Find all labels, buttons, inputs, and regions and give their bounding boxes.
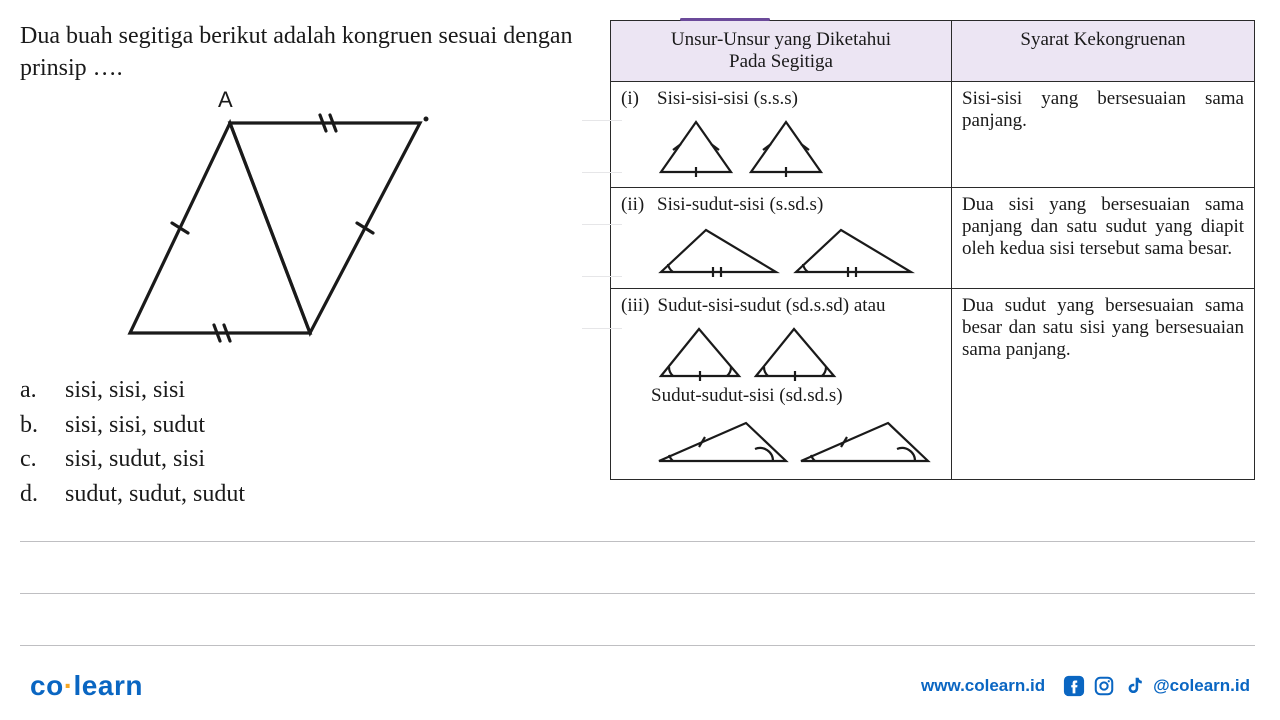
logo-dot-icon: · xyxy=(64,670,74,701)
row-num: (ii) xyxy=(621,194,649,216)
vertex-label-a: A xyxy=(218,87,233,113)
table-row: (ii) Sisi-sudut-sisi (s.sd.s) xyxy=(611,188,1255,289)
faint-rule xyxy=(582,172,622,173)
instagram-icon[interactable] xyxy=(1093,675,1115,697)
cell-description: Dua sudut yang bersesuaian sama besar da… xyxy=(952,289,1255,480)
option-a[interactable]: a. sisi, sisi, sisi xyxy=(20,373,580,408)
option-b[interactable]: b. sisi, sisi, sudut xyxy=(20,408,580,443)
question-column: Dua buah segitiga berikut adalah kongrue… xyxy=(20,20,580,512)
header-text: Unsur-Unsur yang Diketahui xyxy=(671,29,891,50)
footer-bar: co·learn www.colearn.id @colearn.id xyxy=(0,670,1280,702)
triangle-diagram: A xyxy=(110,93,580,363)
option-letter: b. xyxy=(20,408,65,443)
rule-line xyxy=(20,490,1255,542)
row-num: (i) xyxy=(621,88,649,110)
option-text: sisi, sisi, sudut xyxy=(65,408,205,443)
cell-criterion: (i) Sisi-sisi-sisi (s.s.s) xyxy=(611,82,952,188)
faint-rule xyxy=(582,328,622,329)
asa-diagram-icon xyxy=(651,321,851,383)
table-header-unsur: Unsur-Unsur yang Diketahui Pada Segitiga xyxy=(611,21,952,82)
congruence-table: Unsur-Unsur yang Diketahui Pada Segitiga… xyxy=(610,20,1255,480)
faint-rule xyxy=(582,276,622,277)
rule-line xyxy=(20,542,1255,594)
table-header-syarat: Syarat Kekongruenan xyxy=(952,21,1255,82)
tiktok-icon[interactable] xyxy=(1123,675,1145,697)
cell-description: Dua sisi yang bersesuaian sama panjang d… xyxy=(952,188,1255,289)
sas-diagram-icon xyxy=(651,220,931,280)
footer-url[interactable]: www.colearn.id xyxy=(921,676,1045,696)
question-text: Dua buah segitiga berikut adalah kongrue… xyxy=(20,20,580,85)
option-letter: a. xyxy=(20,373,65,408)
social-group: @colearn.id xyxy=(1063,675,1250,697)
top-accent-bar xyxy=(680,18,770,21)
logo-text-left: co xyxy=(30,670,64,701)
cell-description: Sisi-sisi yang bersesuaian sama panjang. xyxy=(952,82,1255,188)
footer-right: www.colearn.id @colearn.id xyxy=(921,675,1250,697)
colearn-logo: co·learn xyxy=(30,670,143,702)
row-title: Sisi-sisi-sisi (s.s.s) xyxy=(657,88,798,110)
sss-diagram-icon xyxy=(651,114,841,179)
writing-lines xyxy=(20,490,1255,646)
row-subcaption: Sudut-sudut-sisi (sd.sd.s) xyxy=(651,385,941,407)
header-text: Pada Segitiga xyxy=(729,51,833,72)
faint-rule xyxy=(582,224,622,225)
option-c[interactable]: c. sisi, sudut, sisi xyxy=(20,442,580,477)
row-title: Sisi-sudut-sisi (s.sd.s) xyxy=(657,194,823,216)
aas-diagram-icon xyxy=(651,411,941,471)
option-text: sisi, sudut, sisi xyxy=(65,442,205,477)
main-content: Dua buah segitiga berikut adalah kongrue… xyxy=(0,0,1280,512)
option-letter: c. xyxy=(20,442,65,477)
facebook-icon[interactable] xyxy=(1063,675,1085,697)
rule-line xyxy=(20,594,1255,646)
row-title: Sudut-sisi-sudut (sd.s.sd) atau xyxy=(658,295,886,317)
table-row: (iii) Sudut-sisi-sudut (sd.s.sd) atau xyxy=(611,289,1255,480)
table-row: (i) Sisi-sisi-sisi (s.s.s) xyxy=(611,82,1255,188)
option-text: sisi, sisi, sisi xyxy=(65,373,185,408)
reference-table-column: Unsur-Unsur yang Diketahui Pada Segitiga… xyxy=(610,20,1255,512)
cell-criterion: (iii) Sudut-sisi-sudut (sd.s.sd) atau xyxy=(611,289,952,480)
logo-text-right: learn xyxy=(74,670,143,701)
row-num: (iii) xyxy=(621,295,650,317)
cell-criterion: (ii) Sisi-sudut-sisi (s.sd.s) xyxy=(611,188,952,289)
triangle-svg xyxy=(110,93,450,353)
footer-handle[interactable]: @colearn.id xyxy=(1153,676,1250,696)
faint-rule xyxy=(582,120,622,121)
